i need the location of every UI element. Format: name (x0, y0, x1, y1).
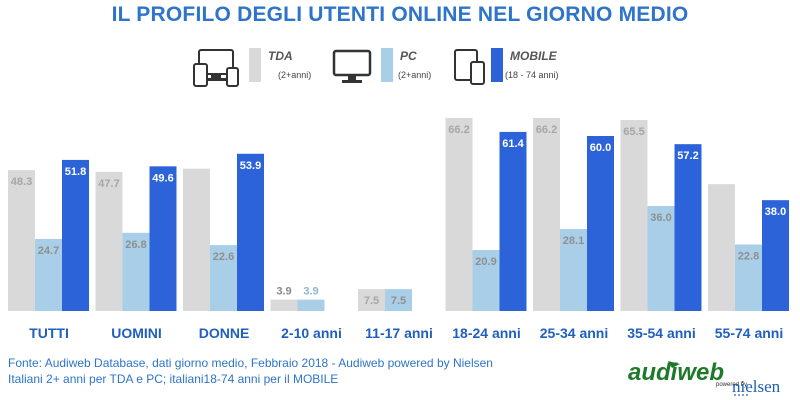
bar-18-24-anni-tda (445, 117, 473, 312)
bar-18-24-anni-mobile (499, 131, 527, 311)
bar-55-74-anni-tda (708, 184, 735, 311)
bar-18-24-anni-pc (472, 250, 500, 311)
category-label-2-10-anni: 2-10 anni (281, 325, 342, 341)
bar-35-54-anni-pc (647, 206, 675, 311)
data-label-25-34-anni-mobile: 60.0 (590, 142, 611, 154)
category-label-25-34-anni: 25-34 anni (540, 325, 608, 341)
bar-25-34-anni-tda (533, 117, 560, 312)
legend-sub-tda: (2+anni) (278, 70, 312, 80)
bar-uomini-tda (95, 171, 123, 311)
bar-55-74-anni-pc (735, 244, 762, 311)
data-label-donne-pc: 22.6 (213, 251, 234, 263)
bar-35-54-anni-tda (620, 119, 648, 311)
legend-sub-mobile: (18 - 74 anni) (505, 70, 559, 80)
category-label-18-24-anni: 18-24 anni (452, 325, 520, 341)
legend-label-pc: PC (400, 49, 417, 63)
data-label-25-34-anni-pc: 28.1 (563, 235, 584, 247)
chart-title: IL PROFILO DEGLI UTENTI ONLINE NEL GIORN… (111, 3, 689, 26)
category-label-uomini: UOMINI (111, 325, 162, 341)
data-label-18-24-anni-mobile: 61.4 (502, 138, 524, 150)
data-label-35-54-anni-pc: 36.0 (650, 212, 671, 224)
data-label-11-17-anni-pc: 7.5 (391, 295, 406, 307)
bar-donne-pc (210, 245, 237, 311)
svg-text:powered by: powered by (716, 382, 747, 388)
bar-35-54-anni-mobile (674, 144, 702, 311)
footer-source: Fonte: Audiweb Database, dati giorno med… (8, 356, 493, 370)
data-label-tutti-tda: 48.3 (11, 176, 32, 188)
data-label-2-10-anni-pc: 3.9 (303, 286, 318, 298)
data-label-18-24-anni-pc: 20.9 (475, 256, 496, 268)
data-label-uomini-mobile: 49.6 (152, 172, 173, 184)
legend-sub-pc: (2+anni) (398, 70, 432, 80)
legend-label-tda: TDA (268, 49, 293, 63)
bar-11-17-anni-tda (358, 289, 385, 311)
legend-swatch-tda (249, 48, 261, 82)
bar-11-17-anni-pc (385, 289, 412, 311)
bar-tutti-mobile (62, 159, 89, 311)
category-label-55-74-anni: 55-74 anni (715, 325, 783, 341)
data-label-35-54-anni-tda: 65.5 (623, 126, 644, 138)
legend-label-mobile: MOBILE (510, 49, 557, 63)
bar-uomini-pc (122, 232, 150, 311)
multi-device-icon (193, 49, 239, 87)
bar-25-34-anni-mobile (587, 136, 614, 311)
data-label-donne-mobile: 53.9 (240, 160, 261, 172)
bar-2-10-anni-pc (297, 299, 325, 311)
legend-swatch-mobile (491, 48, 503, 82)
category-label-35-54-anni: 35-54 anni (627, 325, 695, 341)
bar-donne-mobile (237, 153, 264, 311)
data-label-uomini-pc: 26.8 (125, 239, 146, 251)
bar-tutti-pc (35, 238, 62, 311)
bar-2-10-anni-tda (270, 299, 298, 311)
data-label-tutti-mobile: 51.8 (65, 166, 86, 178)
bar-uomini-mobile (149, 166, 177, 311)
monitor-icon (332, 49, 372, 83)
data-label-25-34-anni-tda: 66.2 (536, 124, 557, 136)
legend-swatch-pc (381, 48, 393, 82)
data-label-18-24-anni-tda: 66.2 (448, 124, 469, 136)
category-label-donne: DONNE (199, 325, 250, 341)
bar-25-34-anni-pc (560, 229, 587, 311)
data-label-uomini-tda: 47.7 (98, 178, 119, 190)
mobile-devices-icon (454, 49, 485, 85)
audiweb-nielsen-logo: audiweb powered by nielsen (628, 359, 781, 396)
footer-note: Italiani 2+ anni per TDA e PC; italiani1… (8, 372, 339, 386)
data-label-55-74-anni-mobile: 38.0 (765, 206, 786, 218)
category-label-11-17-anni: 11-17 anni (365, 325, 433, 341)
data-label-55-74-anni-pc: 22.8 (738, 251, 759, 263)
data-label-35-54-anni-mobile: 57.2 (677, 150, 698, 162)
svg-text:nielsen: nielsen (732, 377, 781, 396)
data-label-2-10-anni-tda: 3.9 (276, 286, 291, 298)
data-label-11-17-anni-tda: 7.5 (364, 295, 379, 307)
bar-tutti-tda (8, 170, 35, 311)
bar-donne-tda (183, 168, 210, 311)
bar-55-74-anni-mobile (762, 200, 789, 311)
data-label-tutti-pc: 24.7 (38, 245, 59, 257)
category-label-tutti: TUTTI (29, 325, 69, 341)
